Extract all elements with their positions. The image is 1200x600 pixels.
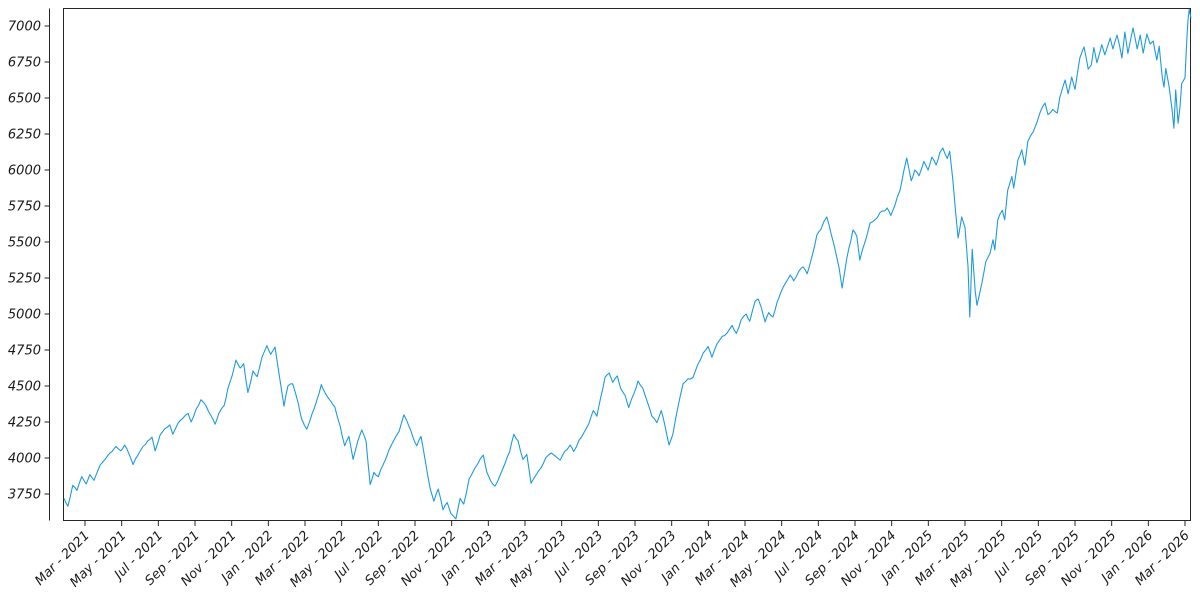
- y-tick-label: 5750: [8, 200, 41, 215]
- price-line-series: [63, 8, 1192, 520]
- y-tick-label: 5500: [8, 236, 41, 251]
- y-tick-label: 6500: [8, 92, 41, 107]
- y-tick-label: 5250: [8, 272, 41, 287]
- y-tick-label: 4500: [8, 380, 41, 395]
- y-tick-label: 4250: [8, 416, 41, 431]
- y-tick-label: 7000: [8, 20, 41, 35]
- y-tick-label: 4750: [8, 344, 41, 359]
- y-tick-label: 4000: [8, 452, 41, 467]
- y-tick-label: 6250: [8, 128, 41, 143]
- y-tick-label: 6000: [8, 164, 41, 179]
- y-tick-label: 5000: [8, 308, 41, 323]
- y-tick-label: 3750: [8, 488, 41, 503]
- y-tick-label: 6750: [8, 56, 41, 71]
- plot-border: [63, 8, 1191, 521]
